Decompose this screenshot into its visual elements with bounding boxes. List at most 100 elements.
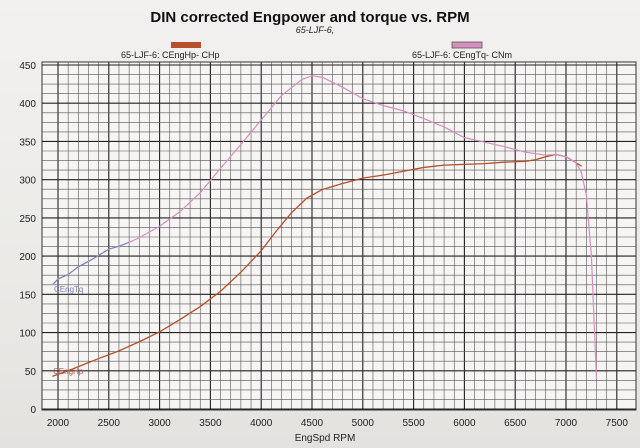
data-point-hp	[443, 164, 445, 166]
legend-swatch-torque	[451, 41, 483, 49]
data-point-hp	[67, 370, 69, 372]
legend-label-hp: 65-LJF-6: CEngHp- CHp	[121, 50, 220, 60]
data-point-hp	[291, 211, 293, 214]
data-point-torque	[138, 237, 140, 239]
tick-labels: 2000 2500 3000 3500 4000 4500 5000 5500 6000 6500…	[19, 61, 628, 429]
data-point-torque	[52, 283, 54, 285]
y-tick-label: 100	[19, 329, 36, 340]
data-point-hp	[179, 318, 181, 321]
data-point-torque	[555, 153, 557, 156]
data-point-torque	[77, 266, 79, 268]
data-point-hp	[463, 163, 465, 165]
data-point-torque	[443, 126, 445, 128]
x-axis-label: EngSpd RPM	[295, 433, 356, 444]
y-tick-label: 200	[19, 252, 36, 263]
x-tick-label: 6500	[504, 418, 527, 429]
data-point-hp	[341, 182, 344, 185]
x-tick-label: 5000	[352, 418, 375, 429]
data-point-hp	[240, 271, 242, 273]
data-point-hp	[362, 177, 364, 179]
x-tick-label: 3500	[199, 418, 222, 429]
y-tick-label: 350	[19, 137, 36, 148]
data-point-torque	[402, 110, 405, 112]
data-point-hp	[82, 364, 84, 366]
plot-frame	[41, 61, 637, 411]
data-point-hp	[219, 290, 222, 292]
data-point-hp	[423, 166, 425, 169]
legend-swatch-hp	[171, 42, 201, 48]
series-line-torque	[128, 75, 598, 379]
data-point-hp	[504, 161, 506, 163]
x-tick-label: 4500	[301, 418, 324, 429]
x-tick-label: 5500	[402, 418, 425, 429]
y-tick-label: 400	[19, 99, 36, 110]
data-point-torque	[524, 151, 526, 153]
data-point-torque	[98, 254, 100, 256]
data-point-torque	[362, 98, 364, 100]
data-point-hp	[321, 189, 323, 191]
x-tick-label: 4000	[250, 418, 273, 429]
data-point-torque	[57, 278, 59, 280]
data-point-torque	[321, 76, 323, 78]
y-tick-label: 450	[19, 61, 36, 72]
x-tick-label: 2500	[98, 418, 121, 429]
data-point-hp	[52, 375, 54, 377]
data-point-hp	[484, 163, 486, 165]
data-point-torque	[484, 141, 486, 143]
x-tick-label: 7000	[555, 418, 578, 429]
y-tick-label: 150	[19, 290, 36, 301]
data-point-hp	[199, 305, 201, 308]
data-point-torque	[159, 225, 161, 227]
x-tick-label: 6000	[453, 418, 476, 429]
legend-label-torque: 65-LJF-6: CEngTq- CNm	[412, 50, 512, 60]
data-point-hp	[534, 159, 537, 161]
data-point-torque	[118, 245, 120, 247]
data-point-torque	[199, 192, 201, 194]
data-point-torque	[87, 260, 90, 263]
series-line-hp	[52, 153, 582, 377]
chart-subtitle: 65-LJF-6,	[296, 25, 335, 35]
y-tick-label: 250	[19, 214, 36, 225]
data-point-torque	[128, 241, 130, 243]
data-point-torque	[219, 167, 222, 169]
data-point-hp	[138, 341, 140, 343]
data-point-torque	[341, 86, 344, 88]
data-point-torque	[585, 194, 587, 196]
data-point-hp	[98, 357, 100, 360]
curve-label-torque: CEngTq	[54, 285, 83, 294]
data-point-torque	[423, 117, 425, 120]
data-point-torque	[240, 143, 242, 146]
data-point-hp	[402, 170, 405, 172]
data-point-torque	[595, 377, 598, 380]
curve-labels: CEngHp CEngTq	[53, 285, 84, 376]
data-point-torque	[311, 75, 313, 77]
data-point-torque	[580, 171, 582, 173]
data-point-torque	[545, 154, 547, 156]
data-point-torque	[590, 255, 593, 257]
data-point-hp	[382, 174, 384, 176]
data-point-torque	[108, 248, 110, 250]
data-point-torque	[67, 273, 69, 276]
x-tick-label: 2000	[47, 418, 70, 429]
series-lines	[52, 75, 598, 380]
data-point-hp	[524, 160, 526, 162]
data-point-torque	[382, 104, 384, 107]
data-point-hp	[306, 197, 308, 199]
x-tick-label: 3000	[148, 418, 171, 429]
plot-area	[41, 61, 637, 411]
grid	[42, 62, 636, 410]
y-tick-label: 300	[19, 176, 36, 187]
y-tick-label: 50	[25, 367, 37, 378]
data-point-torque	[301, 78, 303, 81]
legend: 65-LJF-6: CEngHp- CHp 65-LJF-6: CEngTq- …	[121, 41, 512, 60]
y-tick-label: 0	[30, 405, 36, 416]
data-point-hp	[545, 156, 547, 158]
data-point-hp	[159, 331, 161, 333]
data-point-torque	[260, 119, 262, 121]
data-point-hp	[118, 350, 120, 352]
data-point-torque	[575, 162, 577, 164]
data-point-torque	[463, 137, 465, 139]
data-point-torque	[504, 146, 506, 148]
